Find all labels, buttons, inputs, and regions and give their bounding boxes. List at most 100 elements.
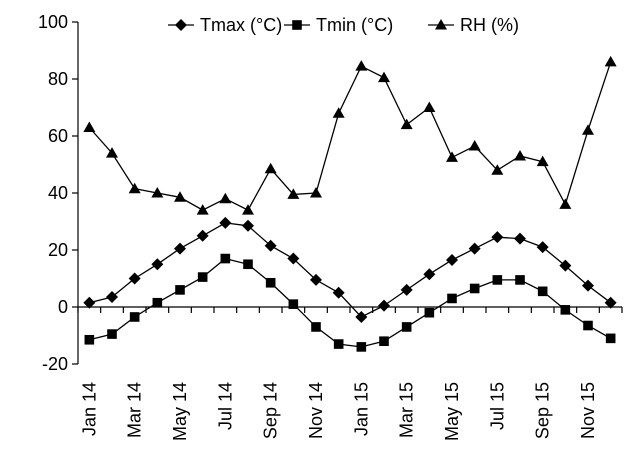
series-line	[89, 222, 612, 318]
data-point	[287, 252, 300, 265]
data-point	[288, 299, 299, 309]
data-point	[175, 285, 185, 295]
data-point	[559, 259, 572, 272]
data-point	[333, 339, 344, 349]
data-point	[83, 296, 96, 309]
data-point	[515, 275, 525, 285]
data-point	[242, 204, 254, 215]
data-point	[492, 275, 503, 285]
square-marker	[292, 20, 302, 30]
y-tick-label: 100	[38, 12, 68, 32]
legend-item: RH (%)	[428, 15, 519, 35]
data-point	[582, 124, 594, 135]
y-tick-label: 0	[58, 297, 68, 317]
data-point	[378, 71, 390, 83]
data-point	[128, 272, 141, 285]
data-point	[174, 191, 186, 202]
x-tick-label: Mar 15	[397, 382, 417, 438]
data-point	[379, 336, 389, 346]
axes: -20 0 20 40 60 80 100 Jan 14 Mar 14 May 14 Jul 14 S…	[38, 12, 623, 441]
data-point	[468, 139, 481, 151]
data-point	[582, 279, 594, 292]
triangle-marker	[435, 19, 447, 30]
data-point	[197, 272, 208, 282]
data-point	[219, 192, 232, 204]
data-point	[447, 293, 457, 304]
data-point	[537, 286, 548, 297]
data-point	[514, 149, 526, 161]
data-point	[378, 299, 390, 312]
data-point	[151, 187, 164, 198]
data-point	[152, 297, 163, 308]
data-point	[583, 320, 593, 331]
series-line	[88, 61, 612, 211]
x-tick-label: Jan 14	[79, 382, 99, 436]
data-point	[220, 253, 231, 264]
data-point	[468, 242, 481, 255]
x-tick-label: Jul 14	[215, 382, 235, 430]
data-point	[332, 286, 345, 299]
series-2	[84, 253, 616, 352]
diamond-marker	[175, 19, 187, 31]
data-point	[446, 253, 458, 266]
data-point	[107, 329, 117, 339]
legend: Tmax (°C) Tmin (°C) RH (%)	[168, 15, 519, 35]
data-point	[536, 155, 549, 167]
data-point	[310, 273, 322, 286]
y-tick-label: 20	[48, 240, 68, 260]
data-point	[604, 55, 617, 67]
data-point	[243, 259, 253, 270]
data-point	[311, 322, 321, 332]
data-point	[84, 334, 95, 345]
data-point	[401, 322, 412, 332]
legend-label: Tmax (°C)	[200, 15, 282, 35]
data-point	[219, 216, 232, 229]
y-tick-label: 60	[48, 126, 68, 146]
legend-label: RH (%)	[460, 15, 519, 35]
x-tick-label: Jan 15	[351, 382, 371, 436]
data-point	[355, 310, 368, 323]
x-tick-label: Nov 15	[578, 382, 598, 439]
data-point	[559, 198, 572, 209]
data-point	[287, 188, 300, 199]
data-point	[491, 231, 504, 244]
data-point	[106, 147, 118, 158]
legend-item: Tmax (°C)	[168, 15, 282, 35]
data-point	[151, 258, 164, 271]
series-layer	[83, 55, 617, 352]
x-tick-label: May 14	[170, 382, 190, 441]
data-point	[332, 107, 345, 118]
data-point	[129, 312, 140, 322]
data-point	[560, 305, 571, 315]
data-point	[605, 333, 616, 344]
x-tick-label: Nov 14	[306, 382, 326, 439]
data-point	[83, 121, 96, 132]
data-point	[423, 268, 436, 281]
legend-item: Tmin (°C)	[284, 15, 393, 35]
series-line	[89, 257, 612, 348]
data-point	[469, 283, 480, 294]
x-tick-label: Sep 15	[533, 382, 553, 439]
data-point	[264, 162, 277, 174]
x-tick-label: Sep 14	[261, 382, 281, 439]
data-point	[196, 229, 209, 242]
y-tick-label: -20	[42, 354, 68, 374]
data-point	[355, 60, 368, 71]
data-point	[356, 342, 367, 352]
data-point	[264, 239, 277, 252]
series-1	[83, 216, 617, 323]
data-point	[604, 296, 617, 309]
data-point	[400, 283, 413, 296]
data-point	[536, 241, 549, 254]
data-point	[106, 291, 118, 304]
data-point	[242, 219, 254, 232]
data-point	[446, 151, 458, 162]
x-tick-label: Mar 14	[125, 382, 145, 438]
data-point	[423, 101, 436, 112]
data-point	[310, 187, 322, 198]
data-point	[514, 232, 526, 245]
data-point	[128, 182, 141, 194]
data-point	[491, 164, 504, 175]
